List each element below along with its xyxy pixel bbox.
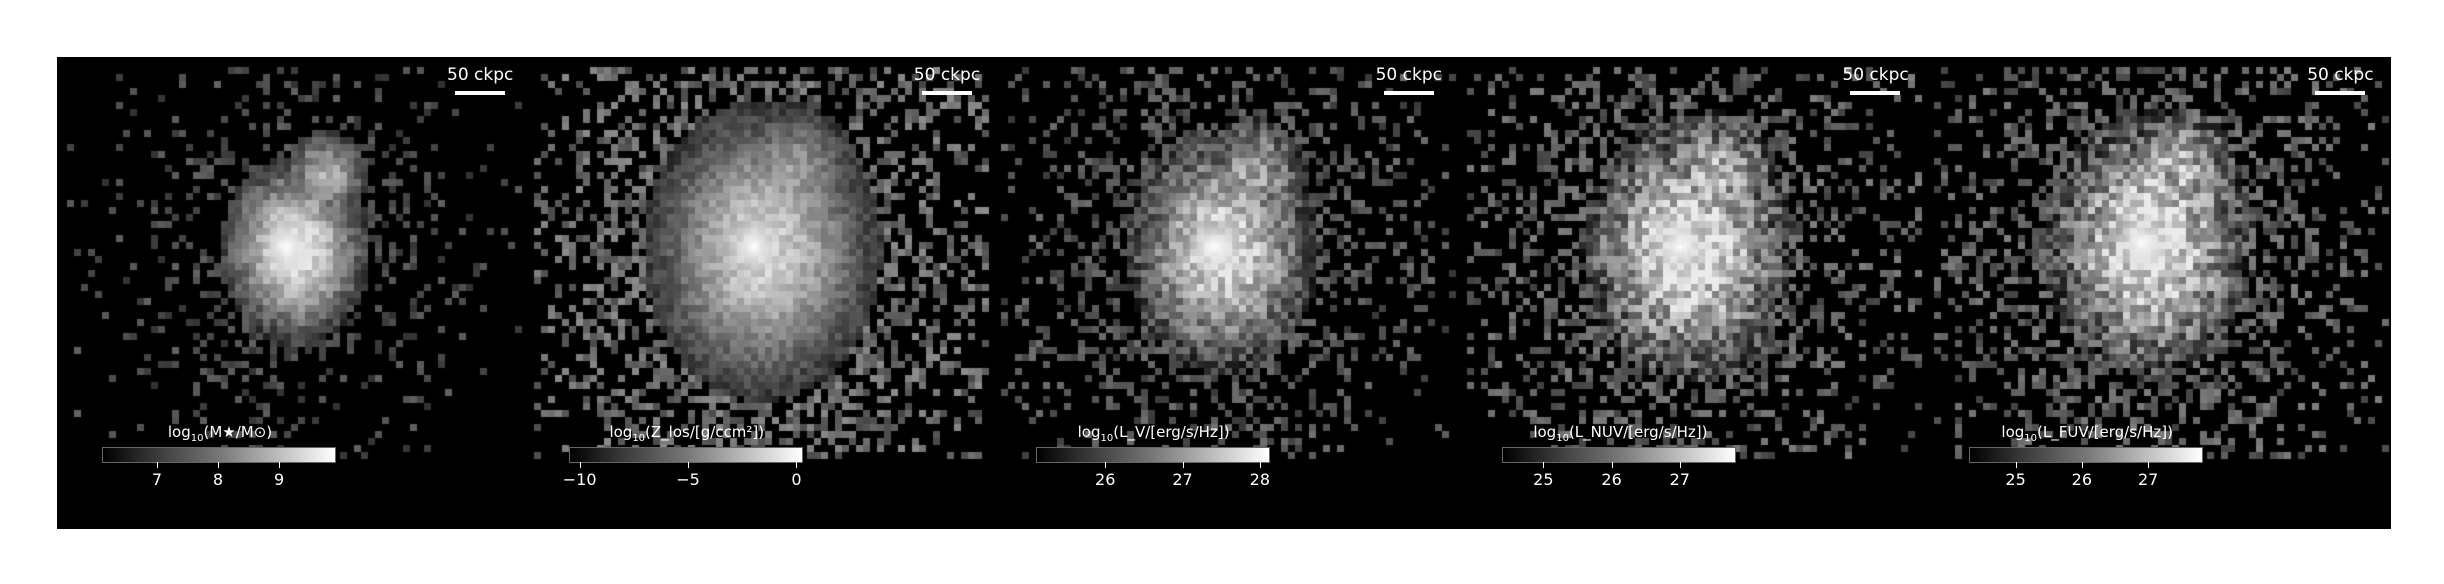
scale-label: 50 ckpc bbox=[1842, 65, 1909, 85]
scale-bar bbox=[921, 91, 972, 95]
panel-metals: 50 ckpc log10(Z_los/[g/ccm²]) −10 −5 0 bbox=[523, 57, 991, 529]
colorbar-tick bbox=[2081, 462, 2083, 468]
scale-label: 50 ckpc bbox=[913, 65, 981, 85]
colorbar-tick-label: −5 bbox=[676, 470, 700, 489]
colorbar-title: log10(Z_los/[g/ccm²]) bbox=[609, 423, 765, 444]
colorbar-gradient bbox=[1502, 447, 1737, 463]
colorbar-tick-label: 26 bbox=[1095, 470, 1116, 489]
colorbar-gradient bbox=[568, 447, 803, 463]
colorbar-tick-label: 28 bbox=[1249, 470, 1271, 489]
scale-label: 50 ckpc bbox=[2307, 65, 2374, 85]
scale-label: 50 ckpc bbox=[1375, 65, 1442, 85]
image-strip: 50 ckpc log10(M★/M⊙) 7 8 9 50 ckpc log10(Z… bbox=[57, 57, 2391, 529]
scale-label: 50 ckpc bbox=[447, 65, 514, 85]
colorbar-gradient bbox=[102, 447, 336, 463]
colorbar-tick-label: 8 bbox=[212, 470, 224, 489]
panel-v-band: 50 ckpc log10(L_V/[erg/s/Hz]) 26 27 28 bbox=[990, 57, 1458, 529]
colorbar-tick bbox=[796, 462, 798, 468]
colorbar-tick-label: 27 bbox=[1172, 470, 1193, 489]
colorbar-tick bbox=[1611, 462, 1613, 468]
colorbar-tick bbox=[2148, 462, 2150, 468]
colorbar-title: log10(L_V/[erg/s/Hz]) bbox=[1077, 423, 1230, 444]
scale-bar bbox=[455, 91, 505, 95]
colorbar-tick-label: 26 bbox=[2071, 470, 2093, 489]
colorbar-tick-label: 27 bbox=[1669, 470, 1690, 489]
colorbar-gradient bbox=[1035, 447, 1270, 463]
colorbar-tick bbox=[156, 462, 158, 468]
colorbar-tick-label: 25 bbox=[1533, 470, 1554, 489]
colorbar-tick-label: 0 bbox=[791, 470, 802, 489]
panel-stellar-mass: 50 ckpc log10(M★/M⊙) 7 8 9 bbox=[57, 57, 524, 529]
colorbar-tick bbox=[1259, 462, 1261, 468]
panel-nuv: 50 ckpc log10(L_NUV/[erg/s/Hz]) 25 26 27 bbox=[1457, 57, 1925, 529]
colorbar-tick-label: 27 bbox=[2137, 470, 2159, 489]
colorbar-tick-label: 25 bbox=[2005, 470, 2026, 489]
colorbar-tick bbox=[1679, 462, 1681, 468]
scale-bar bbox=[1850, 91, 1901, 95]
colorbar-tick bbox=[1182, 462, 1184, 468]
colorbar-tick bbox=[2015, 462, 2017, 468]
colorbar-tick bbox=[688, 462, 690, 468]
colorbar-tick bbox=[1105, 462, 1107, 468]
colorbar-gradient bbox=[1969, 447, 2204, 463]
colorbar-tick bbox=[279, 462, 281, 468]
colorbar-tick-label: 26 bbox=[1601, 470, 1622, 489]
colorbar-tick-label: 7 bbox=[151, 470, 163, 489]
panel-fuv: 50 ckpc log10(L_FUV/[erg/s/Hz]) 25 26 27 bbox=[1924, 57, 2391, 529]
colorbar-tick bbox=[1543, 462, 1545, 468]
colorbar-tick-label: −10 bbox=[562, 470, 597, 489]
colorbar-tick bbox=[579, 462, 581, 468]
colorbar-tick bbox=[218, 462, 219, 468]
colorbar-title: log10(L_FUV/[erg/s/Hz]) bbox=[2001, 423, 2173, 444]
colorbar-title: log10(M★/M⊙) bbox=[167, 423, 273, 444]
colorbar-title: log10(L_NUV/[erg/s/Hz]) bbox=[1533, 423, 1708, 444]
scale-bar bbox=[2315, 91, 2366, 95]
colorbar-tick-label: 9 bbox=[273, 470, 285, 489]
scale-bar bbox=[1383, 91, 1434, 95]
